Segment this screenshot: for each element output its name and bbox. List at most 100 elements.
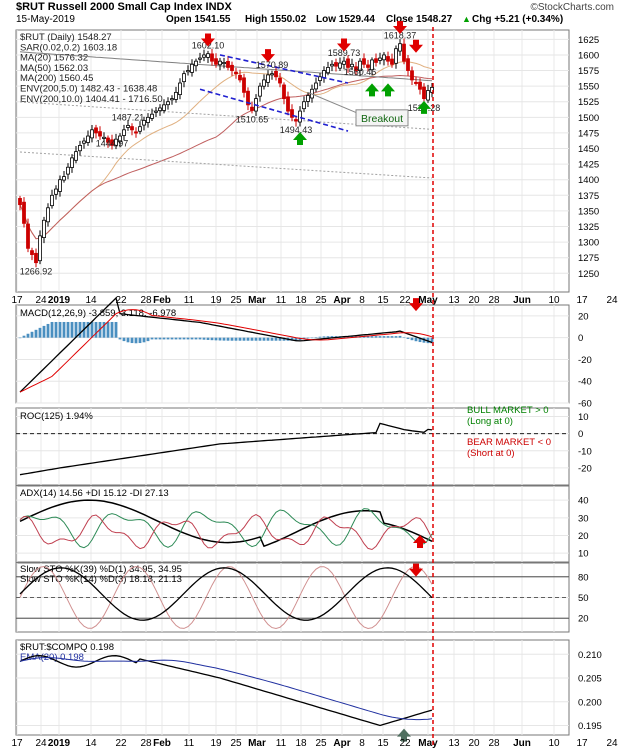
rel-ytick-2: 0.200 — [578, 697, 602, 708]
sell-arrow-0 — [201, 33, 215, 47]
price-candle-85 — [358, 60, 362, 71]
macd-hist-bar-32 — [146, 337, 150, 342]
bull-market-subnote: (Long at 0) — [467, 416, 513, 427]
price-candle-1 — [22, 201, 26, 224]
macd-hist-bar-100 — [418, 337, 422, 343]
price-candle-40 — [178, 82, 182, 96]
breakout-box — [355, 109, 409, 127]
price-candle-35 — [158, 107, 162, 112]
rel-xtick-21: 28 — [488, 738, 500, 749]
macd-hist-bar-13 — [70, 321, 74, 338]
macd-hist-bar-66 — [282, 337, 286, 341]
price-xtick-7: 11 — [184, 295, 195, 306]
rel-xtick-12: 18 — [295, 738, 307, 749]
price-candle-22 — [106, 137, 110, 143]
adx-ytick-1: 30 — [578, 513, 589, 524]
macd-hist-bar-53 — [230, 337, 234, 341]
price-candle-45 — [198, 57, 202, 60]
price-candle-27 — [126, 125, 130, 128]
price-ytick-10: 1500 — [578, 113, 599, 124]
price-xtick-2: 2019 — [48, 295, 71, 306]
macd-hist-bar-97 — [406, 337, 410, 339]
macd-hist-bar-76 — [322, 336, 326, 338]
macd-hist-bar-15 — [78, 321, 82, 338]
price-candle-31 — [142, 120, 146, 126]
rel-xtick-18: May — [418, 738, 438, 749]
price-candle-100 — [418, 81, 422, 90]
price-annotation-6: 1494.43 — [280, 125, 313, 135]
price-candle-11 — [62, 176, 66, 181]
macd-hist-bar-64 — [274, 337, 278, 341]
price-candle-55 — [238, 74, 242, 81]
price-candle-23 — [110, 139, 114, 146]
macd-ytick-3: -40 — [578, 377, 592, 388]
macd-hist-bar-94 — [394, 336, 398, 338]
macd-hist-bar-87 — [366, 336, 370, 338]
macd-hist-bar-93 — [390, 336, 394, 338]
price-candle-48 — [210, 53, 214, 62]
price-annotation-2: 1487.21 — [112, 112, 145, 122]
stochastics-panel: 80 50 20 Slow STO %K(39) %D(1) 34.95, 34.95… — [15, 562, 589, 633]
price-candle-18 — [90, 129, 94, 139]
sell-arrow-1 — [261, 49, 275, 63]
buy-arrow-0 — [293, 132, 307, 146]
price-xtick-3: 14 — [85, 295, 97, 306]
price-annotation-4: 1510.65 — [236, 114, 269, 124]
roc-panel: 10 0 -10 -20 ROC(125) 1.94% BULL MARKET > 0(L… — [15, 405, 592, 486]
price-candle-17 — [86, 135, 90, 143]
sto-sell-arrow — [409, 563, 423, 577]
price-candle-30 — [138, 126, 142, 132]
macd-hist-bar-23 — [110, 321, 114, 338]
price-candle-36 — [162, 104, 166, 111]
price-annotation-1: 1444.97 — [96, 139, 129, 149]
macd-hist-bar-21 — [102, 321, 106, 338]
rel-xtick-15: 8 — [359, 738, 365, 749]
macd-hist-bar-27 — [126, 337, 130, 343]
rel-xtick-11: 11 — [276, 738, 287, 749]
price-candle-12 — [66, 166, 70, 175]
macd-hist-bar-0 — [18, 337, 22, 339]
macd-hist-bar-28 — [130, 337, 134, 344]
macd-hist-bar-38 — [170, 337, 174, 340]
price-candle-67 — [286, 96, 290, 112]
price-candle-19 — [94, 127, 98, 134]
macd-hist-bar-35 — [158, 337, 162, 340]
price-candle-3 — [30, 250, 34, 255]
price-candle-7 — [46, 207, 50, 223]
price-candle-50 — [218, 60, 222, 66]
price-annotation-0: 1266.92 — [20, 267, 53, 277]
price-ytick-0: 1250 — [578, 269, 599, 280]
macd-hist-bar-61 — [262, 337, 266, 341]
price-candle-14 — [74, 151, 78, 161]
rel-legend-0: $RUT:$COMPQ 0.198 — [20, 642, 114, 653]
buy-arrow-2 — [381, 83, 395, 97]
bear-market-subnote: (Short at 0) — [467, 448, 515, 459]
price-candle-21 — [102, 136, 106, 139]
macd-hist-bar-92 — [386, 336, 390, 338]
buy-arrow-1 — [365, 83, 379, 97]
price-candle-99 — [414, 81, 418, 84]
macd-hist-bar-2 — [26, 333, 30, 338]
price-ytick-15: 1625 — [578, 35, 599, 46]
macd-hist-bar-54 — [234, 337, 238, 341]
macd-hist-bar-40 — [178, 337, 182, 340]
price-candle-41 — [182, 73, 186, 83]
macd-hist-bar-25 — [118, 337, 122, 340]
price-candle-60 — [258, 85, 262, 97]
price-candle-97 — [406, 58, 410, 71]
price-candle-93 — [390, 58, 394, 65]
rel-xtick-25: 24 — [606, 738, 618, 749]
price-candle-66 — [282, 84, 286, 100]
price-candle-103 — [430, 86, 434, 93]
price-ytick-11: 1525 — [578, 97, 599, 108]
macd-ytick-4: -60 — [578, 399, 592, 410]
roc-ytick-1: 0 — [578, 429, 583, 440]
macd-hist-bar-9 — [54, 321, 58, 338]
macd-hist-bar-31 — [142, 337, 146, 343]
macd-hist-bar-103 — [430, 337, 434, 344]
price-xtick-0: 17 — [11, 295, 23, 306]
breakout-pointer-line — [307, 91, 361, 115]
macd-ytick-0: 20 — [578, 311, 589, 322]
price-candle-15 — [78, 145, 82, 152]
